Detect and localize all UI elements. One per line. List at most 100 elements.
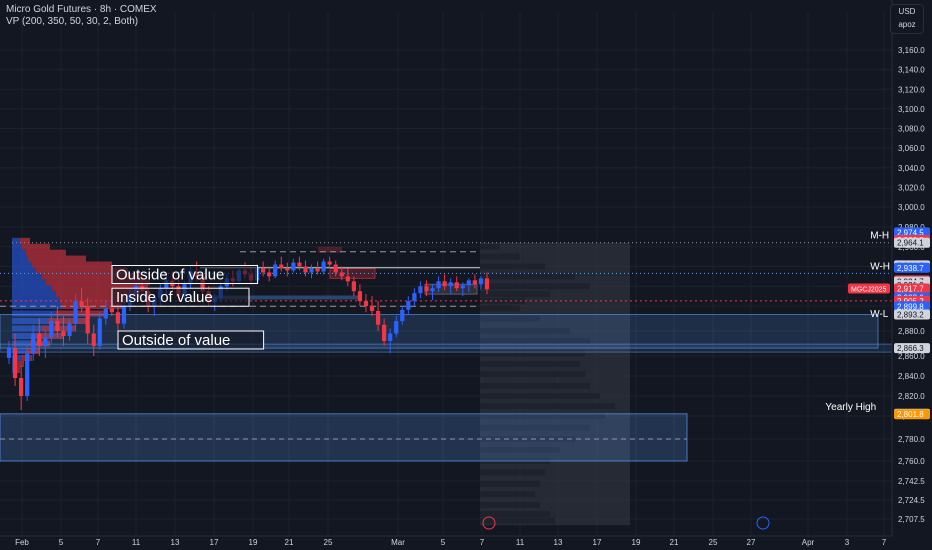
candle-body: [460, 285, 465, 289]
level-label: W-H: [870, 261, 890, 272]
candle-body: [55, 321, 60, 331]
price-axis-settings[interactable]: USD apoz: [890, 4, 924, 34]
session-vp-bear: [56, 291, 140, 298]
annotation-frame: [111, 265, 259, 285]
annotation-text: Outside of value: [116, 267, 224, 284]
candle-body: [369, 306, 375, 311]
annotation-text: Outside of value: [122, 332, 230, 349]
session-vp-bull: [12, 333, 36, 339]
candle-body: [6, 348, 12, 358]
candle-body: [454, 282, 459, 289]
volume-profile-bar: [480, 283, 590, 290]
volume-profile-bar: [480, 298, 525, 305]
candle-body: [339, 272, 344, 277]
candle-body: [43, 337, 48, 346]
session-vp-bear: [56, 310, 106, 317]
candle-body: [291, 262, 296, 271]
price-label-bg: [894, 283, 930, 294]
volume-profile-bar: [480, 480, 540, 487]
session-vp-bull: [12, 237, 20, 244]
price-label: 2,964.1: [897, 239, 924, 248]
candle-body: [400, 309, 405, 321]
time-tick-label: 17: [210, 538, 219, 547]
volume-profile-bar: [480, 510, 550, 517]
candle-body: [261, 268, 266, 273]
candle-body: [424, 286, 429, 292]
price-label: 2,974.5: [897, 228, 924, 237]
session-vp-bull: [12, 325, 42, 332]
candle-body: [345, 276, 350, 282]
chart-header: Micro Gold Futures · 8h · COMEX VP (200,…: [6, 4, 157, 28]
session-vp-bear: [28, 255, 86, 262]
price-tick-label: 3,160.0: [898, 46, 925, 55]
candle-body: [297, 262, 302, 267]
candle-body: [285, 268, 290, 271]
session-vp-bull: [12, 261, 32, 268]
session-vp-bull: [12, 249, 26, 256]
price-label: 2,917.7: [897, 285, 924, 294]
session-vp-bear: [16, 367, 20, 373]
volume-profile-bar: [480, 383, 590, 389]
candle-body: [466, 280, 471, 286]
candle-body: [357, 291, 363, 302]
candle-body: [472, 280, 477, 285]
price-tick-label: 3,080.0: [898, 125, 925, 134]
symbol-title[interactable]: Micro Gold Futures · 8h · COMEX: [6, 4, 157, 15]
price-tick-label: 3,140.0: [898, 66, 925, 75]
level-label: W-L: [870, 309, 889, 320]
time-tick-label: 21: [670, 538, 679, 547]
candle-body: [115, 312, 121, 324]
candle-body: [303, 266, 308, 273]
candle-body: [61, 331, 66, 336]
price-tick-label: 2,820.0: [898, 392, 925, 401]
time-tick-label: Mar: [391, 538, 405, 547]
volume-profile-bar: [480, 263, 545, 270]
candle-body: [109, 308, 114, 313]
session-vp-bear: [60, 297, 132, 304]
time-tick-label: 11: [132, 538, 141, 547]
time-tick-label: 5: [441, 538, 446, 547]
volume-profile-bar: [480, 338, 590, 344]
volume-profile-bar: [480, 243, 500, 250]
price-label: 2,801.8: [897, 410, 924, 419]
candle-body: [418, 286, 423, 294]
volume-profile-bar: [480, 361, 580, 367]
price-label-bg: [894, 262, 930, 273]
candle-body: [12, 348, 18, 378]
annotation-box: Outside of value: [117, 330, 265, 350]
candle-body: [351, 281, 356, 292]
candle-body: [279, 264, 284, 269]
candle-body: [478, 278, 484, 285]
price-tick-label: 2,707.5: [898, 515, 925, 524]
candle-body: [430, 288, 435, 292]
volume-profile-bar: [480, 305, 520, 312]
time-tick-label: 27: [747, 538, 756, 547]
volume-profile-bar: [480, 371, 585, 377]
candle-body: [442, 281, 447, 287]
candle-body: [97, 318, 102, 346]
price-tick-label: 3,100.0: [898, 105, 925, 114]
session-vp-bear: [42, 273, 142, 280]
session-vp-bull: [12, 273, 42, 280]
session-vp-bear: [32, 261, 112, 268]
session-vp-bull: [12, 255, 28, 262]
annotation-box: Inside of value: [111, 287, 250, 307]
indicator-legend[interactable]: VP (200, 350, 50, 30, 2, Both): [6, 16, 139, 27]
price-tick-label: 2,780.0: [898, 435, 925, 444]
price-label-bg: [894, 301, 930, 312]
candle-body: [448, 282, 453, 287]
time-tick-label: 13: [554, 538, 563, 547]
volume-profile-bar: [480, 469, 545, 476]
price-axis: [892, 0, 932, 550]
volume-profile-bar: [480, 502, 540, 509]
yearly-high-zone: [0, 413, 688, 462]
price-label: 2,866.3: [897, 344, 924, 353]
time-tick-label: 7: [96, 538, 101, 547]
candle-body: [382, 324, 387, 341]
candle-body: [31, 333, 36, 354]
time-tick-label: 5: [59, 538, 64, 547]
session-vp-bear: [52, 285, 148, 292]
time-tick-label: Apr: [802, 538, 815, 547]
